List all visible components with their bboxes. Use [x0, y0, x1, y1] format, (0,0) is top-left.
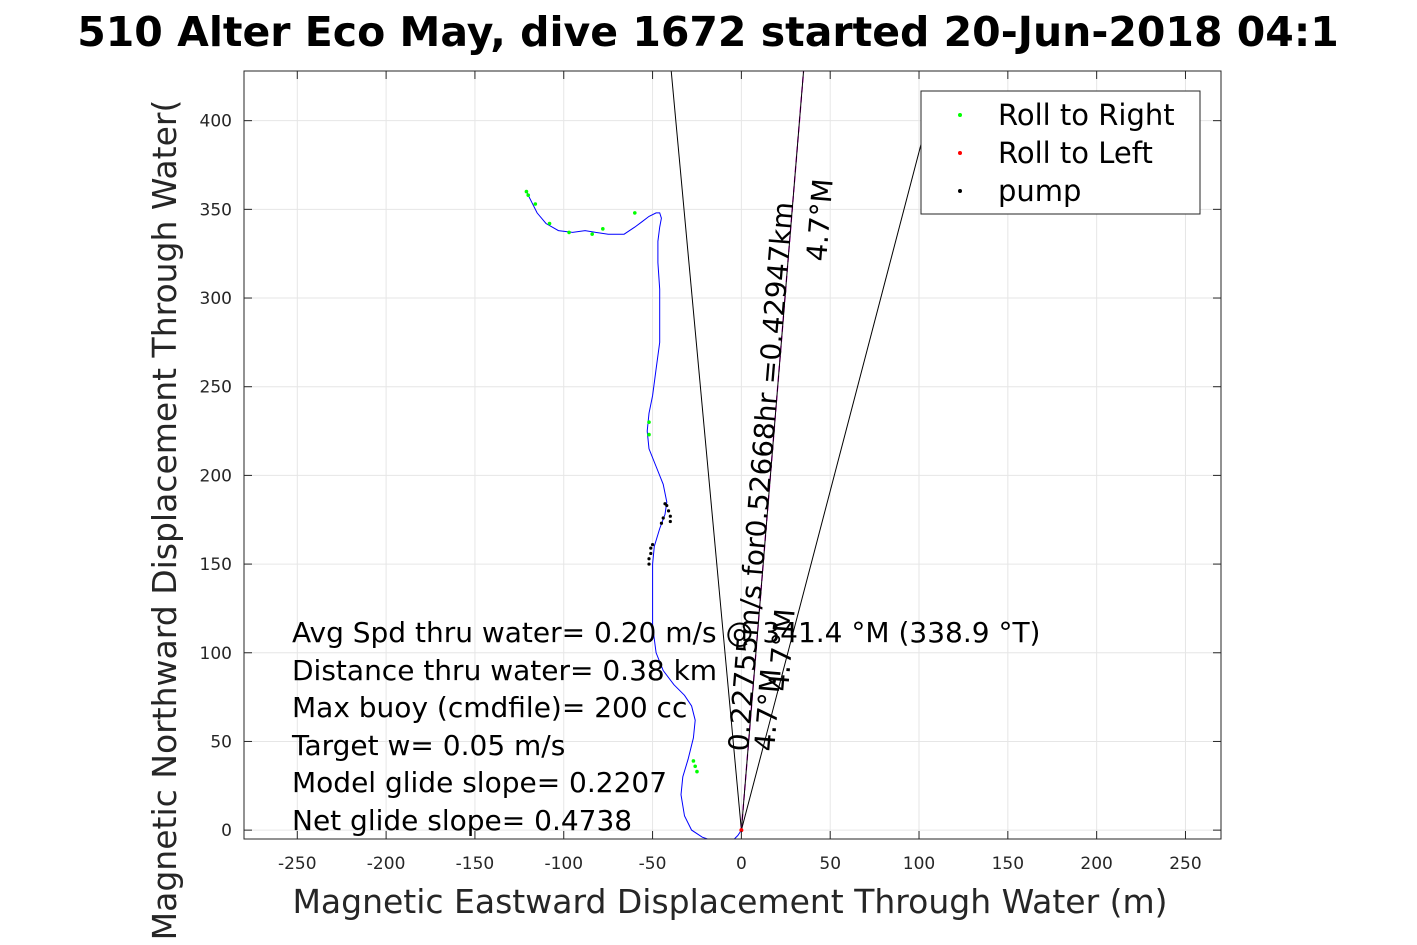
rotated-label-heading-lower: 4.7°M: [748, 667, 788, 752]
pump-point: [666, 509, 671, 513]
y-tick-label: 0: [221, 821, 232, 841]
annotation-avg-speed: Avg Spd thru water= 0.20 m/s @ 341.4 °M …: [292, 616, 1040, 649]
legend-label-roll-right: Roll to Right: [998, 98, 1175, 132]
roll-right-point: [547, 221, 552, 226]
roll-right-point: [524, 189, 529, 194]
roll-right-point: [633, 211, 637, 215]
roll-right-point: [590, 232, 594, 236]
roll-right-point: [601, 227, 605, 231]
legend-marker-roll-right: [958, 113, 962, 117]
y-tick-label: 100: [200, 644, 232, 664]
x-tick-label: -150: [456, 854, 495, 874]
roll-right-point: [691, 759, 696, 763]
pump-point: [668, 519, 672, 524]
axes-box: [243, 70, 1222, 840]
legend-label-roll-left: Roll to Left: [998, 136, 1153, 170]
legend-box: [920, 90, 1201, 215]
y-tick-label: 250: [200, 378, 232, 398]
x-tick-label: 0: [736, 854, 747, 874]
pump-point: [663, 502, 667, 506]
pump-point: [647, 557, 651, 561]
y-tick-labels: 0 50 100 150 200 250 300 350 400: [200, 112, 232, 841]
heading-line-2: [740, 71, 805, 831]
heading-line-3: [740, 138, 924, 831]
y-tick-label: 200: [200, 466, 232, 486]
y-tick-label: 50: [210, 732, 232, 752]
x-tick-label: 50: [819, 854, 841, 874]
rotated-label-heading-upper: 4.7°M: [800, 177, 840, 262]
grid-lines: [244, 71, 1221, 839]
annotation-net-glide: Net glide slope= 0.4738: [292, 804, 632, 837]
y-tick-label: 300: [200, 289, 232, 309]
roll-right-point: [693, 764, 697, 769]
roll-right-point: [526, 193, 531, 197]
legend-marker-pump: [958, 189, 962, 193]
chart-title: 510 Alter Eco May, dive 1672 started 20-…: [77, 8, 1339, 56]
pump-point: [650, 542, 655, 547]
dive-track-line: [525, 191, 742, 839]
x-tick-label: 100: [903, 854, 935, 874]
annotation-block: Avg Spd thru water= 0.20 m/s @ 341.4 °M …: [291, 616, 1040, 837]
x-tick-label: -200: [367, 854, 406, 874]
roll-left-point: [739, 828, 744, 833]
roll-right-point: [647, 432, 651, 437]
pump-point: [649, 551, 653, 556]
legend: Roll to Right Roll to Left pump: [920, 90, 1201, 215]
y-tick-label: 150: [200, 555, 232, 575]
annotation-distance: Distance thru water= 0.38 km: [292, 654, 717, 687]
x-tick-label: 150: [992, 854, 1024, 874]
legend-marker-roll-left: [958, 151, 962, 155]
y-axis-label: Magnetic Northward Displacement Through …: [145, 100, 184, 941]
x-tick-label: 250: [1169, 854, 1201, 874]
rotated-label-heading-mid: 4.7°M: [762, 607, 802, 692]
pump-point: [661, 516, 665, 520]
legend-label-pump: pump: [998, 174, 1081, 208]
tick-marks: [244, 71, 1221, 839]
pump-point: [647, 562, 651, 566]
x-tick-label: 200: [1080, 854, 1112, 874]
roll-right-point: [647, 420, 651, 424]
roll-right-point: [567, 230, 571, 235]
x-tick-label: -100: [544, 854, 583, 874]
data-layer: [524, 71, 924, 839]
annotation-max-buoy: Max buoy (cmdfile)= 200 cc: [292, 691, 687, 724]
heading-line-0: [670, 71, 742, 831]
pump-point: [649, 546, 653, 550]
pump-point: [659, 521, 664, 525]
annotation-target-w: Target w= 0.05 m/s: [291, 729, 565, 762]
annotation-model-glide: Model glide slope= 0.2207: [292, 766, 667, 799]
roll-right-point: [533, 202, 538, 206]
roll-right-point: [695, 769, 699, 774]
y-tick-label: 400: [200, 112, 232, 132]
x-tick-labels: -250 -200 -150 -100 -50 0 50 100 150 200 250: [278, 854, 1202, 874]
pump-point: [668, 514, 672, 518]
x-axis-label: Magnetic Eastward Displacement Through W…: [292, 882, 1167, 921]
x-tick-label: -50: [639, 854, 667, 874]
x-tick-label: -250: [278, 854, 317, 874]
y-tick-label: 350: [200, 200, 232, 220]
